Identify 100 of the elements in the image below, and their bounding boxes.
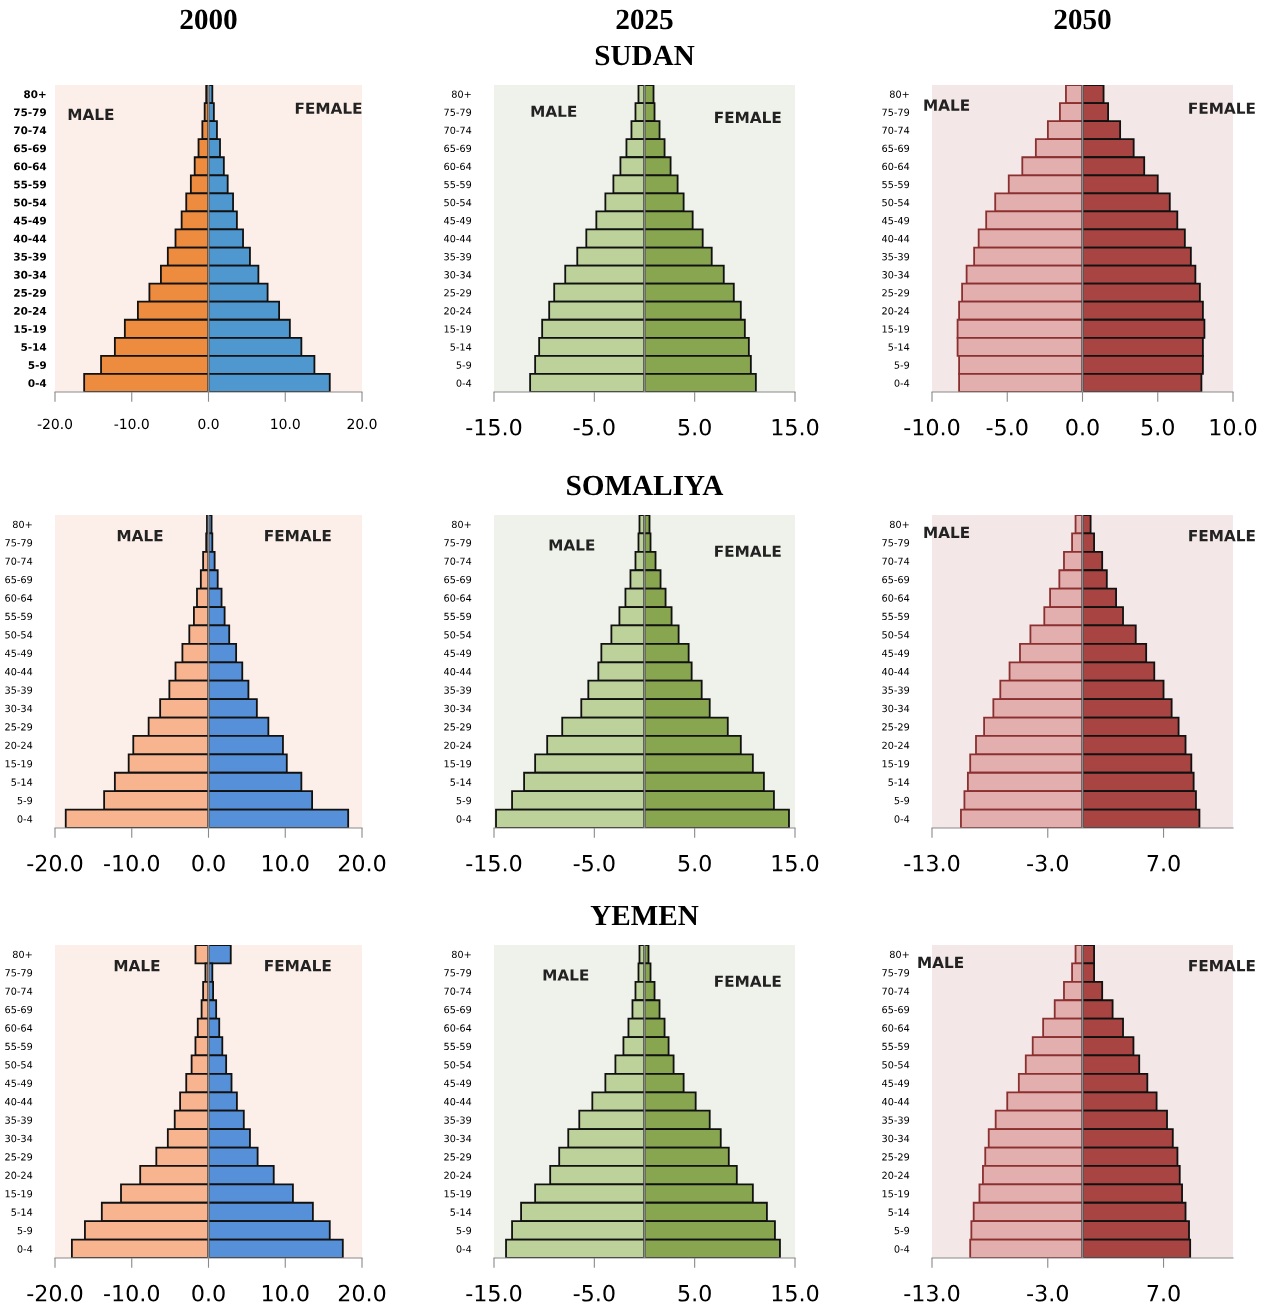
y-tick-label: 0-4 (894, 1245, 910, 1253)
y-tick-label: 5-9 (17, 1226, 33, 1235)
x-tick-label: -20.0 (27, 854, 83, 872)
y-tick-label: 5-9 (28, 361, 46, 370)
y-tick-label: 70-74 (882, 557, 910, 565)
y-tick-label: 45-49 (5, 649, 33, 657)
y-tick-label: 45-49 (882, 216, 910, 225)
annotation: FEMALE (265, 959, 331, 972)
y-tick-label: 40-44 (5, 1097, 33, 1106)
y-tick-label: 20-24 (5, 1171, 33, 1179)
y-tick-label: 30-34 (444, 704, 472, 713)
y-tick-label: 15-19 (444, 325, 472, 333)
y-tick-label: 50-54 (444, 1061, 472, 1069)
y-tick-label: 0-4 (28, 379, 47, 388)
y-tick-label: 25-29 (882, 1153, 910, 1161)
y-tick-label: 5-14 (11, 778, 33, 786)
y-tick-label: 40-44 (444, 234, 472, 243)
y-tick-label: 35-39 (5, 1116, 33, 1124)
y-tick-label: 75-79 (444, 969, 472, 977)
y-tick-label: 15-19 (882, 1190, 910, 1198)
y-tick-label: 20-24 (14, 306, 47, 315)
annotation: FEMALE (1189, 959, 1255, 972)
y-tick-label: 80+ (889, 520, 909, 529)
y-tick-label: 60-64 (444, 594, 472, 602)
y-tick-label: 35-39 (444, 686, 472, 694)
y-tick-label: 15-19 (882, 325, 910, 333)
y-tick-label: 75-79 (444, 539, 472, 547)
x-tick-label: -20.0 (37, 418, 73, 430)
y-tick-label: 5-14 (21, 343, 47, 351)
y-tick-label: 15-19 (444, 760, 472, 768)
y-tick-label: 50-54 (14, 198, 47, 207)
y-tick-label: 20-24 (5, 741, 33, 749)
y-tick-label: 0-4 (894, 815, 910, 823)
y-tick-label: 30-34 (5, 704, 33, 713)
y-tick-label: 5-14 (888, 343, 910, 351)
x-tick-label: -5.0 (573, 418, 615, 436)
y-tick-label: 55-59 (882, 180, 910, 189)
chart-title: 2000 (180, 9, 237, 30)
y-tick-label: 40-44 (882, 234, 910, 243)
y-tick-label: 65-69 (14, 144, 46, 153)
x-tick-label: 7.0 (1147, 1284, 1180, 1302)
y-tick-label: 45-49 (882, 649, 910, 657)
y-tick-label: 40-44 (882, 667, 910, 676)
y-tick-label: 80+ (24, 90, 46, 99)
y-tick-label: 30-34 (14, 270, 47, 279)
y-tick-label: 35-39 (444, 1116, 472, 1124)
x-tick-label: -3.0 (1027, 1284, 1068, 1302)
chart-subtitle: SUDAN (595, 45, 695, 66)
annotation: FEMALE (715, 111, 781, 123)
y-tick-label: 45-49 (882, 1079, 910, 1087)
y-tick-label: 40-44 (13, 234, 47, 243)
y-tick-label: 75-79 (882, 969, 910, 977)
x-tick-label: 10.0 (262, 854, 309, 872)
x-tick-label: 15.0 (772, 854, 819, 872)
y-tick-label: 55-59 (882, 612, 910, 621)
y-tick-label: 15-19 (5, 760, 33, 768)
y-tick-label: 30-34 (882, 271, 910, 279)
y-tick-label: 5-9 (894, 1226, 910, 1235)
y-tick-label: 50-54 (882, 1061, 910, 1069)
y-tick-label: 70-74 (882, 126, 910, 134)
y-tick-label: 80+ (889, 950, 909, 959)
y-tick-label: 0-4 (17, 1245, 33, 1253)
y-tick-label: 5-9 (456, 796, 472, 805)
x-tick-label: 0.0 (198, 418, 219, 430)
y-tick-label: 0-4 (456, 1245, 472, 1253)
y-tick-label: 15-19 (882, 760, 910, 768)
y-tick-label: 15-19 (14, 325, 46, 333)
annotation: MALE (68, 108, 114, 120)
y-tick-label: 60-64 (882, 162, 910, 171)
y-tick-label: 55-59 (444, 612, 472, 621)
y-tick-label: 25-29 (444, 1153, 472, 1161)
y-tick-label: 60-64 (5, 1024, 33, 1032)
x-tick-label: 20.0 (338, 854, 386, 872)
y-tick-label: 25-29 (14, 288, 46, 297)
y-tick-label: 35-39 (882, 1116, 910, 1124)
y-tick-label: 5-14 (450, 1208, 472, 1216)
y-tick-label: 0-4 (456, 815, 472, 823)
x-tick-label: 20.0 (338, 1284, 386, 1302)
chart-title: YEMEN (590, 905, 699, 926)
x-tick-label: -10.0 (104, 1284, 160, 1302)
x-tick-label: -10.0 (114, 418, 149, 430)
y-tick-label: 25-29 (444, 289, 472, 297)
x-tick-label: 10.0 (271, 418, 300, 430)
x-tick-label: 0.0 (192, 1284, 225, 1302)
y-tick-label: 5-14 (450, 778, 472, 786)
x-tick-label: -13.0 (904, 854, 960, 872)
y-tick-label: 80+ (889, 90, 909, 98)
x-tick-label: 10.0 (262, 1284, 309, 1302)
y-tick-label: 55-59 (444, 1042, 472, 1051)
y-tick-label: 5-14 (11, 1208, 33, 1216)
y-tick-label: 45-49 (444, 649, 472, 657)
y-tick-label: 45-49 (444, 1079, 472, 1087)
y-tick-label: 15-19 (444, 1190, 472, 1198)
y-tick-label: 35-39 (14, 252, 46, 261)
annotation: FEMALE (265, 529, 331, 542)
y-tick-label: 0-4 (17, 815, 33, 823)
y-tick-label: 35-39 (882, 686, 910, 694)
annotation: FEMALE (1189, 529, 1255, 542)
x-tick-label: -5.0 (573, 1284, 615, 1302)
y-tick-label: 50-54 (444, 198, 472, 207)
